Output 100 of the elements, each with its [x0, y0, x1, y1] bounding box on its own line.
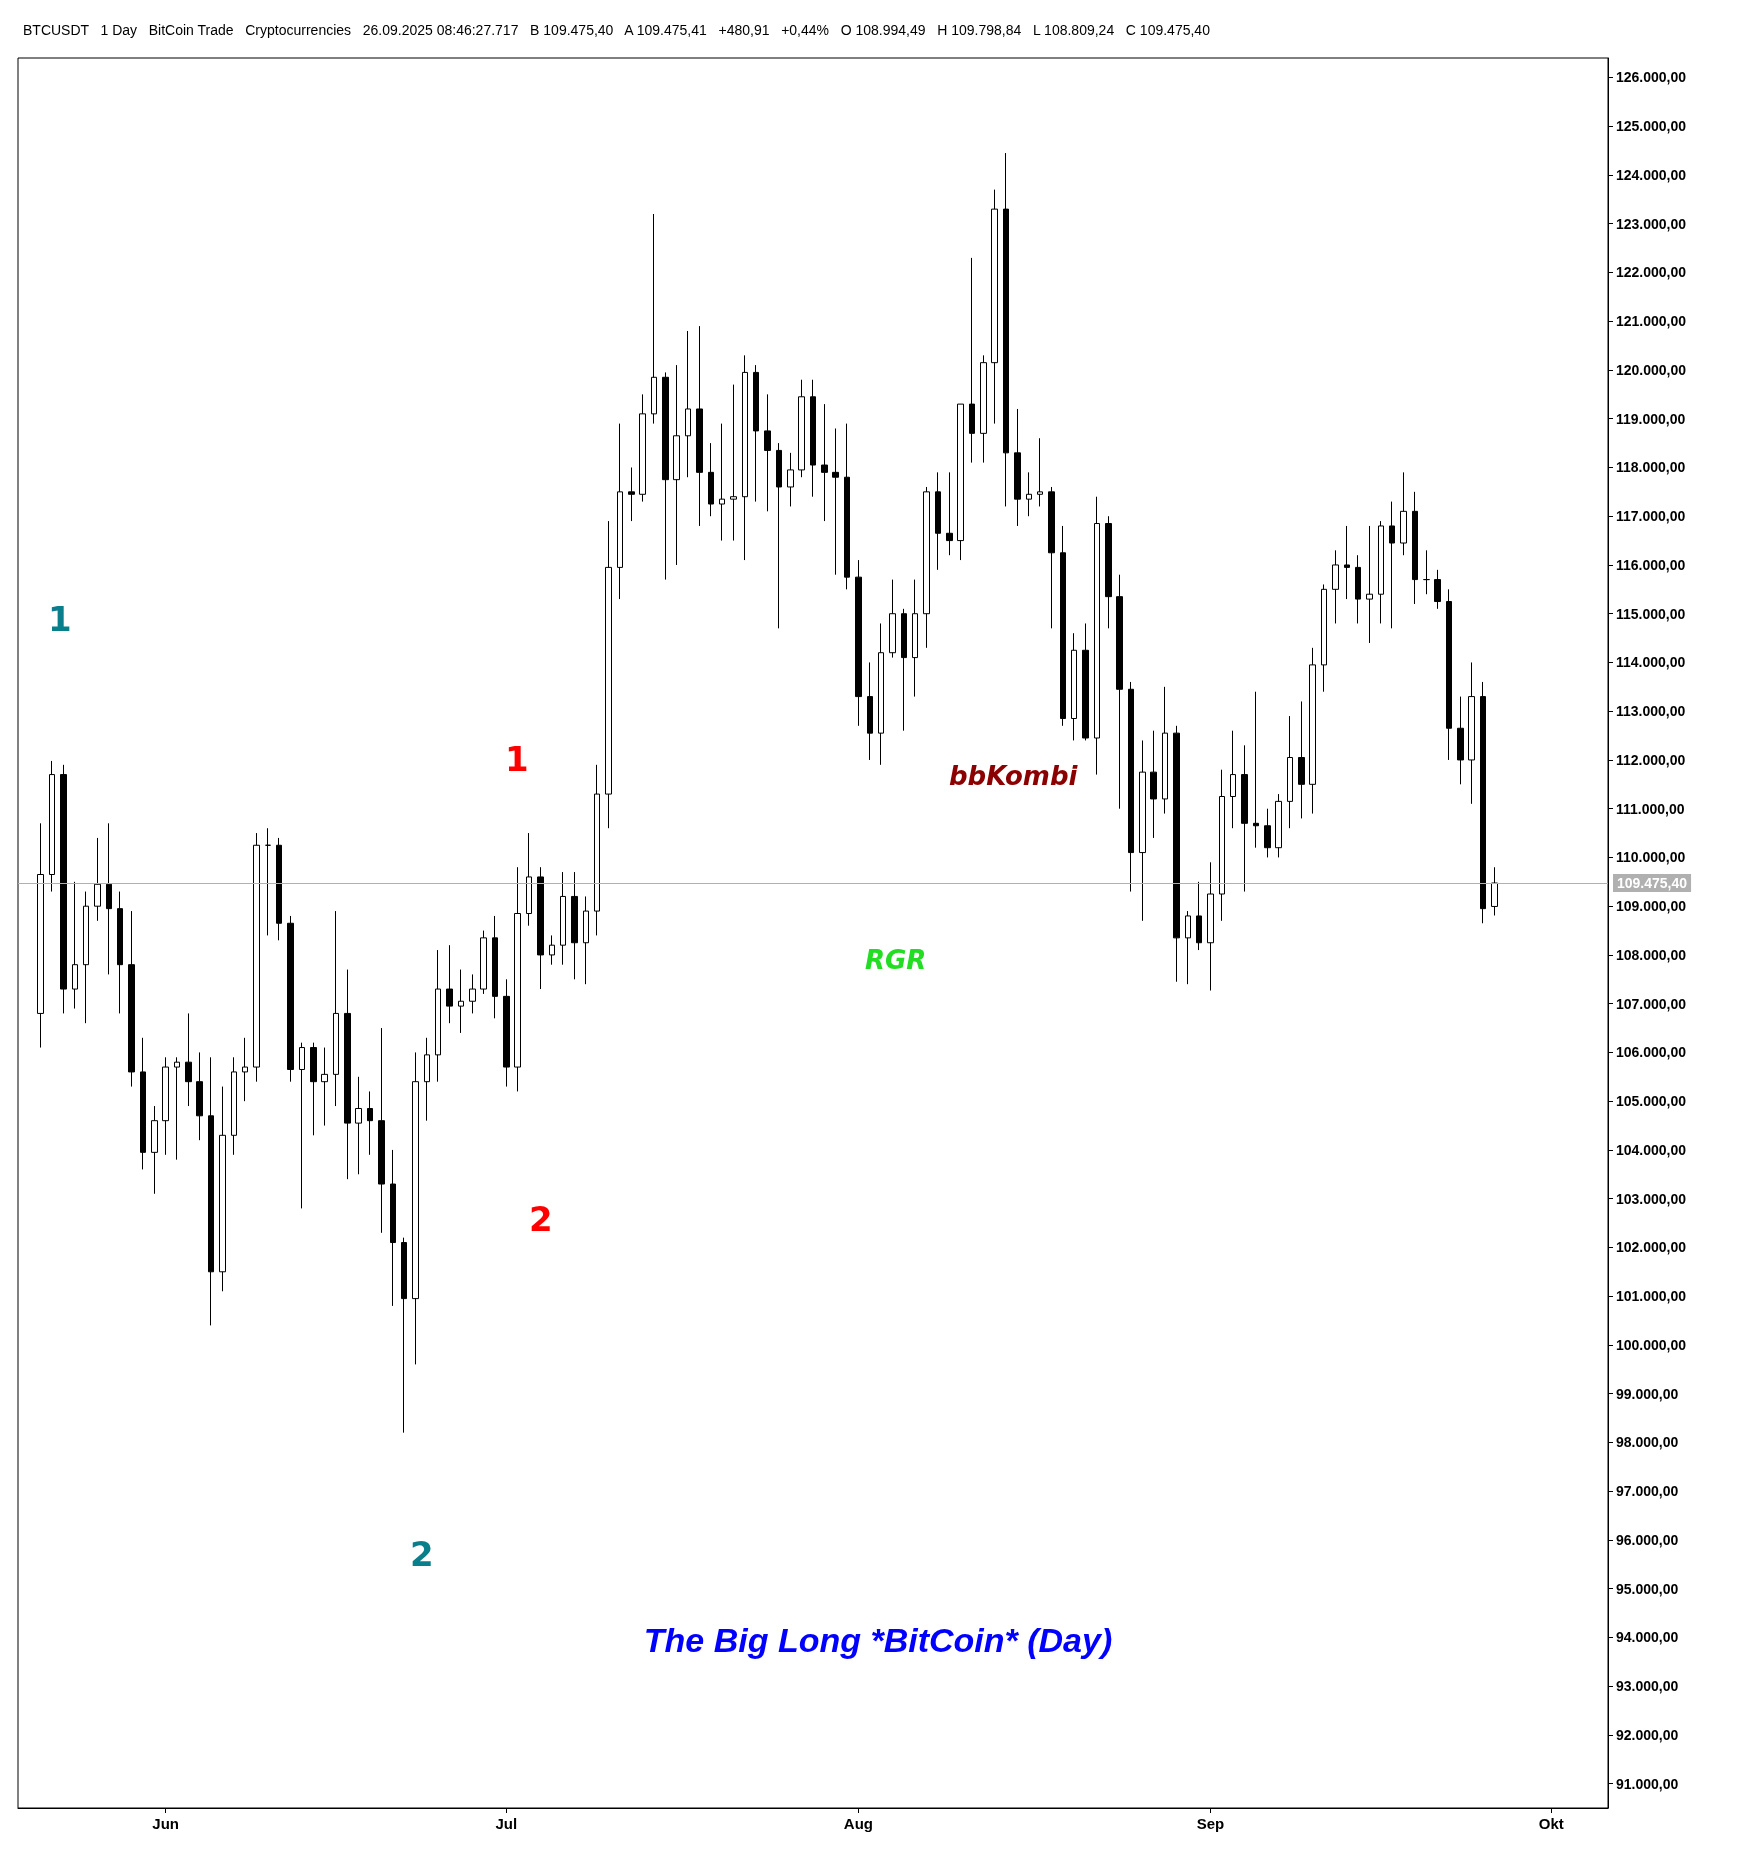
y-tick-label: 116.000,00: [1616, 556, 1686, 573]
y-tick-label: 96.000,00: [1616, 1531, 1679, 1548]
candlestick: [1014, 408, 1021, 527]
candlestick: [83, 891, 89, 1024]
candlestick: [1366, 525, 1373, 644]
y-tick-label: 122.000,00: [1616, 264, 1687, 281]
candlestick: [1389, 501, 1395, 629]
candlestick: [810, 379, 816, 498]
candlestick: [1457, 696, 1464, 785]
candlestick: [844, 423, 850, 590]
candlestick: [651, 213, 657, 425]
candlestick: [174, 1056, 180, 1161]
candlestick: [424, 1037, 430, 1122]
candlestick: [1037, 437, 1043, 507]
candlestick: [94, 837, 101, 922]
candlestick: [1241, 744, 1248, 893]
candlestick: [1128, 681, 1134, 893]
candlestick: [344, 969, 351, 1180]
candlestick: [867, 661, 873, 761]
y-tick-label: 98.000,00: [1616, 1434, 1679, 1451]
candlestick: [1173, 725, 1180, 983]
candlestick: [901, 608, 907, 732]
y-tick-label: 100.000,00: [1616, 1336, 1687, 1353]
candlestick: [1082, 622, 1089, 741]
annotation: bbKombi: [949, 761, 1079, 791]
y-tick-label: 102.000,00: [1616, 1239, 1687, 1256]
candlestick: [1048, 486, 1055, 629]
candlestick: [1105, 515, 1112, 629]
candlestick: [696, 325, 703, 527]
candlestick: [1287, 715, 1293, 829]
candlestick: [1275, 793, 1282, 858]
y-tick-label: 125.000,00: [1616, 118, 1687, 135]
candlestick: [878, 622, 884, 766]
candlestick: [480, 930, 487, 995]
y-tick-label: 118.000,00: [1616, 459, 1686, 476]
y-tick-label: 114.000,00: [1616, 654, 1686, 671]
candlestick: [49, 760, 55, 893]
y-tick-label: 105.000,00: [1616, 1093, 1687, 1110]
y-tick-label: 111.000,00: [1616, 800, 1685, 817]
candlestick: [730, 384, 737, 542]
candlestick: [310, 1042, 317, 1136]
candlestick: [162, 1056, 169, 1156]
candlestick: [798, 379, 805, 478]
candlestick: [196, 1051, 203, 1141]
annotation: 2: [529, 1199, 553, 1239]
y-tick-label: 117.000,00: [1616, 508, 1686, 525]
candlestick: [458, 969, 464, 1034]
candlestick: [1298, 700, 1305, 819]
candlestick: [1332, 549, 1339, 624]
annotation: 2: [410, 1534, 434, 1574]
y-tick-label: 104.000,00: [1616, 1141, 1687, 1158]
candlestick: [1116, 574, 1123, 810]
candlestick: [787, 452, 794, 507]
candlestick: [946, 471, 953, 556]
candlestick: [832, 427, 839, 576]
candlestick: [1344, 525, 1350, 600]
candlestick: [889, 579, 896, 659]
candlestick: [242, 1037, 248, 1102]
y-tick-label: 106.000,00: [1616, 1044, 1687, 1061]
candlestick: [969, 257, 975, 464]
candlestick: [1071, 632, 1077, 741]
y-tick-label: 99.000,00: [1616, 1385, 1679, 1402]
candlestick: [957, 403, 964, 561]
y-tick-label: 115.000,00: [1616, 605, 1686, 622]
candlestick: [617, 423, 623, 600]
candlestick: [1196, 881, 1202, 951]
candlestick: [685, 330, 691, 478]
candlestick: [605, 520, 612, 829]
candlestick: [1003, 152, 1009, 507]
candlestick: [412, 1051, 419, 1365]
candlestick: [912, 579, 918, 698]
candlestick: [991, 189, 998, 425]
candlestick: [980, 354, 987, 464]
candlestick: [821, 403, 828, 522]
candlestick: [1434, 569, 1441, 610]
candlestick: [140, 1037, 146, 1170]
candlestick: [401, 1237, 407, 1434]
candlestick: [37, 822, 44, 1049]
y-tick-label: 101.000,00: [1616, 1288, 1687, 1305]
y-tick-label: 92.000,00: [1616, 1726, 1679, 1743]
candlestick: [117, 891, 123, 1014]
candlestick: [128, 910, 135, 1088]
candlestick: [1094, 496, 1100, 776]
candlestick: [72, 881, 78, 1010]
candlestick: [1412, 491, 1418, 605]
y-tick-label: 124.000,00: [1616, 166, 1687, 183]
y-tick-label: 94.000,00: [1616, 1629, 1679, 1646]
y-tick-label: 95.000,00: [1616, 1580, 1679, 1597]
candlestick: [639, 393, 646, 503]
candlestick: [1230, 730, 1236, 829]
y-tick-label: 93.000,00: [1616, 1678, 1679, 1695]
candlestick: [571, 871, 578, 980]
candlestick: [208, 1056, 214, 1326]
candlestick: [1378, 520, 1384, 624]
candlestick: [1355, 554, 1361, 624]
candlestick: [1162, 686, 1168, 815]
candlestick: [560, 871, 566, 966]
candlestick: [1264, 808, 1271, 858]
candlestick: [923, 486, 930, 649]
x-tick-label: Sep: [1196, 1815, 1225, 1832]
